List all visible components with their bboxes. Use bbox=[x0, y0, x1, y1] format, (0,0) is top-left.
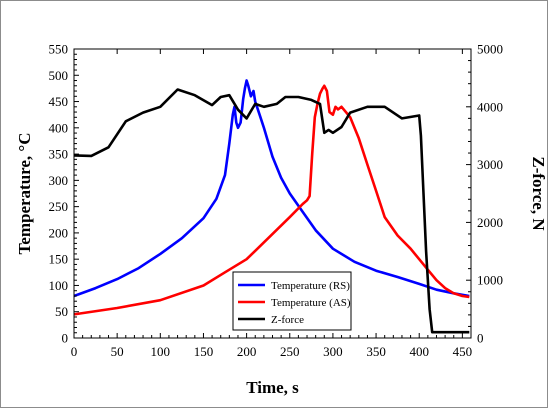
y-right-axis-title: Z-force, N bbox=[529, 156, 548, 231]
y-left-tick-label: 0 bbox=[62, 331, 69, 346]
y-right-tick-label: 5000 bbox=[477, 42, 503, 57]
legend-label-temperature-rs: Temperature (RS) bbox=[271, 280, 350, 292]
y-right-tick-label: 1000 bbox=[477, 273, 503, 288]
y-right-tick-label: 0 bbox=[477, 331, 484, 346]
y-left-tick-label: 400 bbox=[49, 120, 69, 135]
x-tick-label: 400 bbox=[409, 344, 429, 359]
x-axis-title: Time, s bbox=[246, 378, 299, 397]
y-right-tick-label: 4000 bbox=[477, 99, 503, 114]
y-left-tick-label: 150 bbox=[49, 252, 69, 267]
x-tick-label: 100 bbox=[151, 344, 171, 359]
x-tick-label: 450 bbox=[453, 344, 473, 359]
series-line-temperature-as bbox=[73, 84, 470, 316]
y-left-tick-label: 250 bbox=[49, 199, 69, 214]
legend-label-z-force: Z-force bbox=[271, 314, 304, 326]
x-tick-label: 200 bbox=[237, 344, 257, 359]
y-left-axis-title: Temperature, °C bbox=[15, 132, 34, 254]
y-left-tick-label: 50 bbox=[55, 304, 68, 319]
legend-label-temperature-as: Temperature (AS) bbox=[271, 297, 351, 309]
series-line-z-force bbox=[73, 88, 470, 334]
x-tick-label: 250 bbox=[280, 344, 300, 359]
x-tick-label: 350 bbox=[366, 344, 386, 359]
y-left-tick-label: 450 bbox=[49, 94, 69, 109]
y-left-tick-label: 100 bbox=[49, 278, 69, 293]
y-left-tick-label: 200 bbox=[49, 225, 69, 240]
y-right-tick-label: 3000 bbox=[477, 157, 503, 172]
y-left-tick-label: 500 bbox=[49, 68, 69, 83]
y-right-tick-label: 2000 bbox=[477, 215, 503, 230]
x-tick-label: 0 bbox=[71, 344, 78, 359]
y-left-tick-label: 350 bbox=[49, 147, 69, 162]
x-tick-label: 300 bbox=[323, 344, 343, 359]
x-tick-label: 50 bbox=[111, 344, 124, 359]
y-left-tick-label: 550 bbox=[49, 42, 69, 57]
series-line-temperature-rs bbox=[73, 79, 470, 298]
y-left-tick-label: 300 bbox=[49, 173, 69, 188]
x-tick-label: 150 bbox=[194, 344, 214, 359]
